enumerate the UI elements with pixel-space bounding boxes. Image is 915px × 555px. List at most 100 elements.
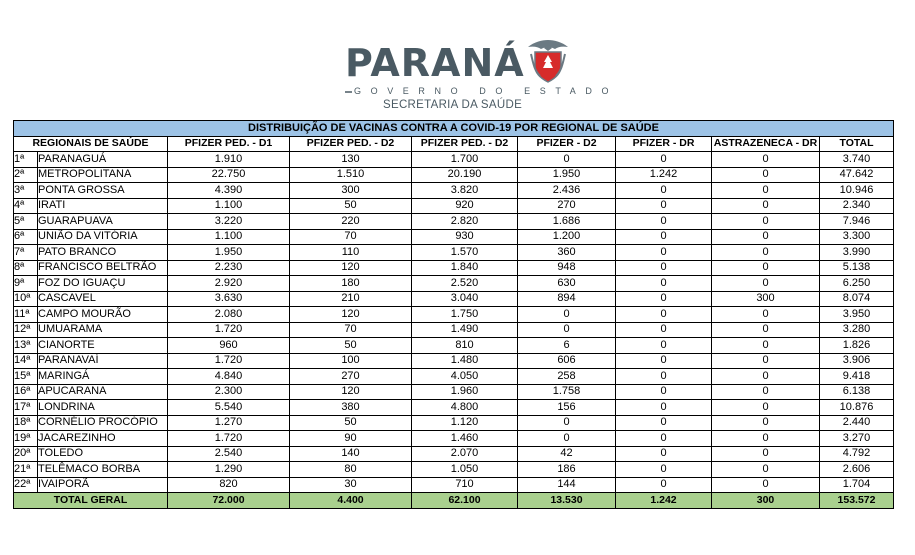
table-row: 1ª PARANAGUÁ 1.910 130 1.700 0 0 0 3.740: [13, 151, 895, 168]
table-cell: 1.460: [411, 430, 518, 447]
table-cell: 0: [615, 461, 712, 478]
total-cell: 13.530: [517, 492, 616, 509]
region-name: UNIÃO DA VITÓRIA: [37, 228, 168, 245]
table-cell: 3.820: [411, 182, 518, 199]
table-cell: 0: [615, 430, 712, 447]
table-cell: 4.792: [818, 445, 895, 462]
table-cell: 7.946: [818, 213, 895, 230]
table-cell: 0: [517, 321, 616, 338]
table-cell: 1.290: [167, 461, 290, 478]
table-row: 12ª UMUARAMA 1.720 70 1.490 0 0 0 3.280: [13, 321, 895, 338]
table-cell: 0: [615, 321, 712, 338]
column-header-astrazeneca-dr: ASTRAZENECA - DR: [711, 135, 820, 152]
table-cell: 156: [517, 399, 616, 416]
table-cell: 100: [289, 352, 412, 369]
table-cell: 1.686: [517, 213, 616, 230]
region-name: PARANAVAÍ: [37, 352, 168, 369]
region-name: APUCARANA: [37, 383, 168, 400]
table-cell: 0: [711, 383, 820, 400]
table-row: 15ª MARINGÁ 4.840 270 4.050 258 0 0 9.418: [13, 368, 895, 385]
region-index: 19ª: [13, 430, 38, 447]
column-header-pfizer-ped-d1: PFIZER PED. - D1: [167, 135, 290, 152]
table-cell: 0: [711, 228, 820, 245]
table-cell: 20.190: [411, 166, 518, 183]
table-cell: 144: [517, 476, 616, 493]
table-cell: 1.950: [517, 166, 616, 183]
table-cell: 0: [615, 275, 712, 292]
table-row: 7ª PATO BRANCO 1.950 110 1.570 360 0 0 3.990: [13, 244, 895, 261]
table-cell: 894: [517, 290, 616, 307]
table-cell: 270: [289, 368, 412, 385]
region-index: 10ª: [13, 290, 38, 307]
region-index: 12ª: [13, 321, 38, 338]
table-header-row: REGIONAIS DE SAÚDE PFIZER PED. - D1 PFIZ…: [13, 135, 895, 152]
table-cell: 2.070: [411, 445, 518, 462]
table-cell: 0: [711, 197, 820, 214]
table-cell: 30: [289, 476, 412, 493]
table-cell: 1.480: [411, 352, 518, 369]
table-cell: 1.200: [517, 228, 616, 245]
region-name: JACAREZINHO: [37, 430, 168, 447]
total-cell: 62.100: [411, 492, 518, 509]
table-cell: 3.300: [818, 228, 895, 245]
table-cell: 0: [711, 321, 820, 338]
table-cell: 0: [615, 228, 712, 245]
table-cell: 0: [615, 414, 712, 431]
table-cell: 210: [289, 290, 412, 307]
table-cell: 0: [711, 445, 820, 462]
region-name: TELÊMACO BORBA: [37, 461, 168, 478]
table-cell: 42: [517, 445, 616, 462]
table-cell: 1.910: [167, 151, 290, 168]
logo-wordmark: PARANÁ: [345, 41, 525, 85]
table-cell: 2.436: [517, 182, 616, 199]
table-cell: 1.720: [167, 430, 290, 447]
table-cell: 2.820: [411, 213, 518, 230]
column-header-total: TOTAL: [818, 135, 895, 152]
table-cell: 0: [615, 399, 712, 416]
region-name: PATO BRANCO: [37, 244, 168, 261]
region-name: IVAIPORÃ: [37, 476, 168, 493]
table-cell: 0: [711, 476, 820, 493]
table-cell: 0: [615, 259, 712, 276]
table-cell: 2.340: [818, 197, 895, 214]
table-row: 13ª CIANORTE 960 50 810 6 0 0 1.826: [13, 337, 895, 354]
table-cell: 920: [411, 197, 518, 214]
table-row: 6ª UNIÃO DA VITÓRIA 1.100 70 930 1.200 0 0 3.300: [13, 228, 895, 245]
table-cell: 220: [289, 213, 412, 230]
total-cell: 1.242: [615, 492, 712, 509]
table-cell: 4.390: [167, 182, 290, 199]
region-index: 13ª: [13, 337, 38, 354]
table-cell: 0: [517, 414, 616, 431]
department-name: SECRETARIA DA SAÚDE: [383, 99, 523, 111]
table-cell: 0: [711, 306, 820, 323]
region-name: TOLEDO: [37, 445, 168, 462]
table-cell: 1.510: [289, 166, 412, 183]
table-cell: 1.700: [411, 151, 518, 168]
table-cell: 120: [289, 306, 412, 323]
total-row: TOTAL GERAL 72.000 4.400 62.100 13.530 1…: [13, 492, 895, 509]
region-index: 3ª: [13, 182, 38, 199]
table-row: 8ª FRANCISCO BELTRÃO 2.230 120 1.840 948 0 0 5.1…: [13, 259, 895, 276]
table-row: 21ª TELÊMACO BORBA 1.290 80 1.050 186 0 0 2.606: [13, 461, 895, 478]
table-cell: 6.250: [818, 275, 895, 292]
table-cell: 0: [711, 275, 820, 292]
total-cell: 153.572: [818, 492, 895, 509]
table-cell: 110: [289, 244, 412, 261]
table-row: 11ª CAMPO MOURÃO 2.080 120 1.750 0 0 0 3.950: [13, 306, 895, 323]
table-cell: 2.920: [167, 275, 290, 292]
region-name: CIANORTE: [37, 337, 168, 354]
table-cell: 0: [615, 290, 712, 307]
table-row: 22ª IVAIPORÃ 820 30 710 144 0 0 1.704: [13, 476, 895, 493]
region-index: 4ª: [13, 197, 38, 214]
table-cell: 0: [711, 244, 820, 261]
region-name: PONTA GROSSA: [37, 182, 168, 199]
table-cell: 810: [411, 337, 518, 354]
region-index: 5ª: [13, 213, 38, 230]
region-name: FOZ DO IGUAÇU: [37, 275, 168, 292]
table-cell: 1.826: [818, 337, 895, 354]
table-row: 16ª APUCARANA 2.300 120 1.960 1.758 0 0 6.138: [13, 383, 895, 400]
total-label: TOTAL GERAL: [13, 492, 168, 509]
table-cell: 2.440: [818, 414, 895, 431]
table-cell: 2.606: [818, 461, 895, 478]
table-cell: 1.704: [818, 476, 895, 493]
